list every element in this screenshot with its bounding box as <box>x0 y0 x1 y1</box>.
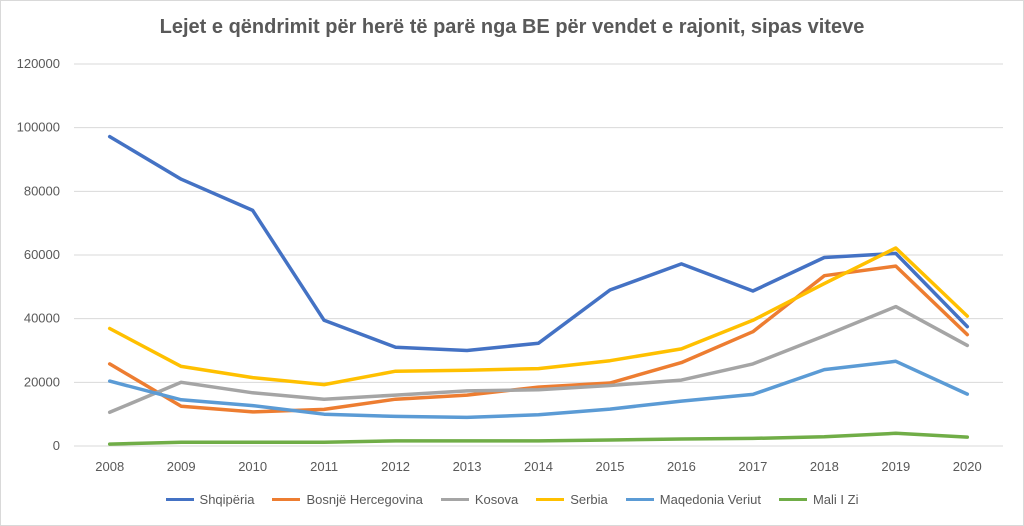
x-tick-label: 2011 <box>310 459 338 474</box>
y-tick-label: 100000 <box>17 120 60 135</box>
legend-item: Maqedonia Veriut <box>625 492 761 507</box>
x-tick-label: 2012 <box>381 459 410 474</box>
y-tick-label: 0 <box>53 438 60 453</box>
chart-title: Lejet e qëndrimit për herë të parë nga B… <box>159 16 865 38</box>
legend-item: Bosnjë Hercegovina <box>272 492 423 507</box>
legend-label: Mali I Zi <box>812 492 859 507</box>
x-tick-label: 2018 <box>810 459 839 474</box>
x-tick-label: 2008 <box>95 459 124 474</box>
legend-item: Serbia <box>536 492 608 507</box>
series-line-mali-i-zi <box>107 431 970 446</box>
x-tick-label: 2009 <box>167 459 196 474</box>
y-tick-label: 20000 <box>24 374 60 389</box>
chart-legend: Shqipëria Bosnjë Hercegovina Kosova Serbia M… <box>0 492 1024 507</box>
x-tick-label: 2020 <box>953 459 982 474</box>
legend-item: Mali I Zi <box>778 492 859 507</box>
legend-swatch <box>272 498 301 501</box>
legend-label: Bosnjë Hercegovina <box>306 492 423 507</box>
legend-label: Shqipëria <box>199 492 255 507</box>
y-tick-label: 80000 <box>24 183 60 198</box>
series-line-serbia <box>107 246 970 387</box>
x-tick-label: 2019 <box>881 459 910 474</box>
x-tick-label: 2016 <box>667 459 696 474</box>
legend-item: Shqipëria <box>165 492 255 507</box>
legend-swatch <box>625 498 654 501</box>
legend-label: Kosova <box>474 492 519 507</box>
y-tick-label: 60000 <box>24 247 60 262</box>
legend-swatch <box>778 498 807 501</box>
legend-item: Kosova <box>440 492 519 507</box>
x-tick-label: 2014 <box>524 459 553 474</box>
x-tick-label: 2015 <box>596 459 625 474</box>
y-tick-label: 40000 <box>24 311 60 326</box>
x-tick-label: 2010 <box>238 459 267 474</box>
x-tick-label: 2013 <box>453 459 482 474</box>
series-line-shqipëria <box>107 134 970 353</box>
series-line-kosova <box>107 304 970 415</box>
legend-label: Serbia <box>570 492 608 507</box>
x-tick-label: 2017 <box>738 459 767 474</box>
legend-swatch <box>536 498 565 501</box>
legend-label: Maqedonia Veriut <box>659 492 761 507</box>
y-tick-label: 120000 <box>17 56 60 71</box>
legend-swatch <box>165 498 194 501</box>
legend-swatch <box>440 498 469 501</box>
